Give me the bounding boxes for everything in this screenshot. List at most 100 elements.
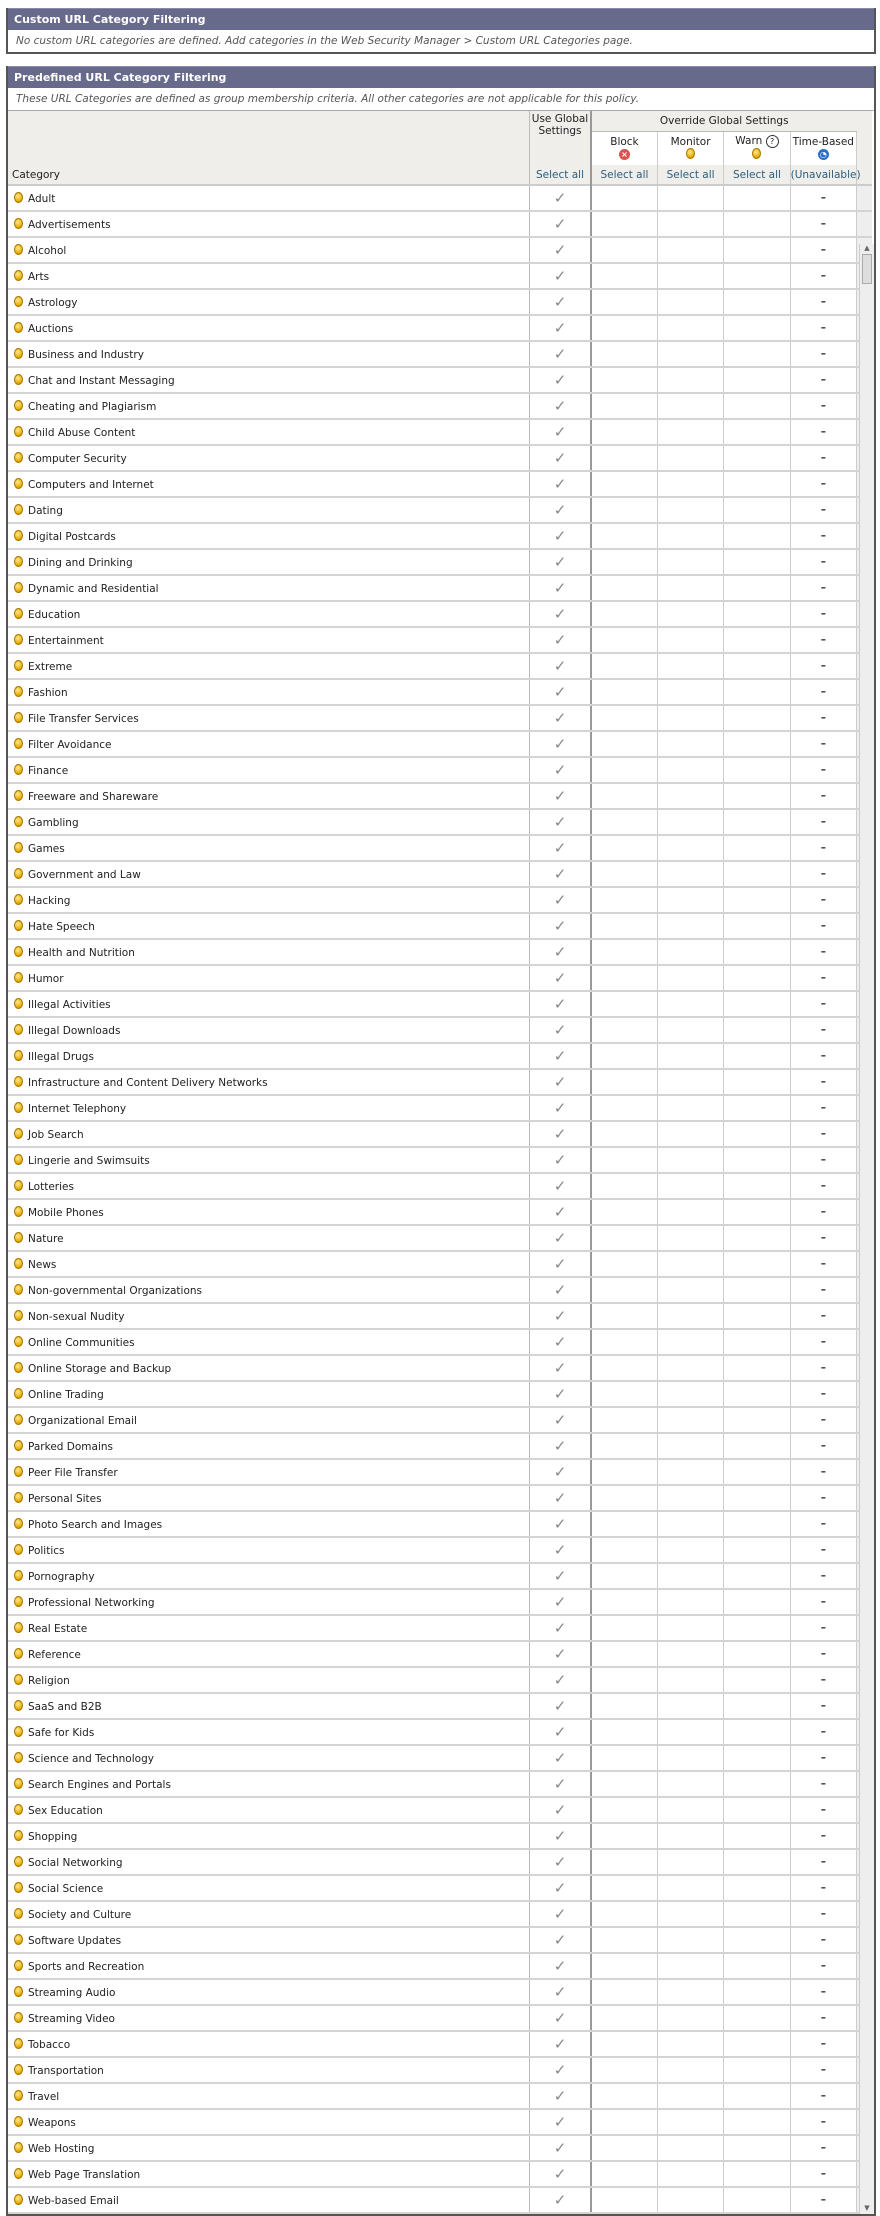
use-global-cell[interactable]: ✓: [529, 1277, 592, 1304]
use-global-select-all[interactable]: Select all: [529, 165, 592, 185]
use-global-cell[interactable]: ✓: [529, 289, 592, 316]
monitor-select-all[interactable]: Select all: [657, 165, 725, 185]
warn-cell[interactable]: [723, 1251, 791, 1278]
use-global-cell[interactable]: ✓: [529, 2005, 592, 2032]
block-cell[interactable]: [590, 575, 658, 602]
block-cell[interactable]: [590, 705, 658, 732]
monitor-cell[interactable]: [657, 1433, 725, 1460]
monitor-cell[interactable]: [657, 1485, 725, 1512]
use-global-cell[interactable]: ✓: [529, 1537, 592, 1564]
block-cell[interactable]: [590, 1849, 658, 1876]
use-global-cell[interactable]: ✓: [529, 471, 592, 498]
monitor-cell[interactable]: [657, 1147, 725, 1174]
monitor-cell[interactable]: [657, 341, 725, 368]
warn-cell[interactable]: [723, 965, 791, 992]
use-global-cell[interactable]: ✓: [529, 1095, 592, 1122]
block-cell[interactable]: [590, 2109, 658, 2136]
scroll-down-arrow[interactable]: ▼: [864, 2204, 870, 2212]
warn-cell[interactable]: [723, 1823, 791, 1850]
monitor-cell[interactable]: [657, 523, 725, 550]
warn-cell[interactable]: [723, 861, 791, 888]
use-global-cell[interactable]: ✓: [529, 1927, 592, 1954]
use-global-cell[interactable]: ✓: [529, 523, 592, 550]
monitor-cell[interactable]: [657, 783, 725, 810]
block-cell[interactable]: [590, 497, 658, 524]
block-cell[interactable]: [590, 1095, 658, 1122]
use-global-cell[interactable]: ✓: [529, 2161, 592, 2188]
monitor-cell[interactable]: [657, 315, 725, 342]
block-cell[interactable]: [590, 471, 658, 498]
block-cell[interactable]: [590, 2135, 658, 2162]
monitor-cell[interactable]: [657, 2161, 725, 2188]
block-cell[interactable]: [590, 1667, 658, 1694]
warn-cell[interactable]: [723, 419, 791, 446]
block-cell[interactable]: [590, 1485, 658, 1512]
monitor-cell[interactable]: [657, 2109, 725, 2136]
block-cell[interactable]: [590, 1979, 658, 2006]
use-global-cell[interactable]: ✓: [529, 2135, 592, 2162]
warn-cell[interactable]: [723, 1017, 791, 1044]
use-global-cell[interactable]: ✓: [529, 1615, 592, 1642]
warn-cell[interactable]: [723, 679, 791, 706]
warn-cell[interactable]: [723, 575, 791, 602]
use-global-cell[interactable]: ✓: [529, 341, 592, 368]
warn-cell[interactable]: [723, 1511, 791, 1538]
block-cell[interactable]: [590, 731, 658, 758]
warn-cell[interactable]: [723, 991, 791, 1018]
warn-select-all[interactable]: Select all: [723, 165, 791, 185]
use-global-cell[interactable]: ✓: [529, 913, 592, 940]
warn-cell[interactable]: [723, 289, 791, 316]
warn-cell[interactable]: [723, 185, 791, 212]
block-cell[interactable]: [590, 549, 658, 576]
monitor-cell[interactable]: [657, 835, 725, 862]
warn-cell[interactable]: [723, 1459, 791, 1486]
monitor-cell[interactable]: [657, 1875, 725, 1902]
warn-cell[interactable]: [723, 1875, 791, 1902]
monitor-cell[interactable]: [657, 991, 725, 1018]
warn-cell[interactable]: [723, 211, 791, 238]
monitor-cell[interactable]: [657, 1537, 725, 1564]
use-global-cell[interactable]: ✓: [529, 1199, 592, 1226]
block-cell[interactable]: [590, 939, 658, 966]
monitor-cell[interactable]: [657, 1121, 725, 1148]
block-cell[interactable]: [590, 1745, 658, 1772]
warn-cell[interactable]: [723, 1563, 791, 1590]
block-cell[interactable]: [590, 419, 658, 446]
block-cell[interactable]: [590, 1251, 658, 1278]
use-global-cell[interactable]: ✓: [529, 627, 592, 654]
block-cell[interactable]: [590, 1303, 658, 1330]
use-global-cell[interactable]: ✓: [529, 1147, 592, 1174]
warn-cell[interactable]: [723, 2135, 791, 2162]
warn-cell[interactable]: [723, 1225, 791, 1252]
monitor-cell[interactable]: [657, 2031, 725, 2058]
monitor-cell[interactable]: [657, 1745, 725, 1772]
block-cell[interactable]: [590, 2187, 658, 2214]
use-global-cell[interactable]: ✓: [529, 1459, 592, 1486]
block-cell[interactable]: [590, 1199, 658, 1226]
warn-cell[interactable]: [723, 913, 791, 940]
use-global-cell[interactable]: ✓: [529, 653, 592, 680]
use-global-cell[interactable]: ✓: [529, 2187, 592, 2214]
warn-cell[interactable]: [723, 1589, 791, 1616]
warn-cell[interactable]: [723, 1745, 791, 1772]
warn-cell[interactable]: [723, 315, 791, 342]
monitor-cell[interactable]: [657, 1277, 725, 1304]
monitor-cell[interactable]: [657, 1355, 725, 1382]
block-cell[interactable]: [590, 1017, 658, 1044]
use-global-cell[interactable]: ✓: [529, 1823, 592, 1850]
warn-cell[interactable]: [723, 1719, 791, 1746]
block-cell[interactable]: [590, 445, 658, 472]
monitor-cell[interactable]: [657, 2057, 725, 2084]
block-cell[interactable]: [590, 601, 658, 628]
use-global-cell[interactable]: ✓: [529, 315, 592, 342]
block-cell[interactable]: [590, 1875, 658, 1902]
block-cell[interactable]: [590, 1277, 658, 1304]
use-global-cell[interactable]: ✓: [529, 1771, 592, 1798]
use-global-cell[interactable]: ✓: [529, 1329, 592, 1356]
block-cell[interactable]: [590, 1225, 658, 1252]
monitor-cell[interactable]: [657, 1849, 725, 1876]
warn-cell[interactable]: [723, 1797, 791, 1824]
monitor-cell[interactable]: [657, 705, 725, 732]
monitor-cell[interactable]: [657, 1693, 725, 1720]
use-global-cell[interactable]: ✓: [529, 445, 592, 472]
